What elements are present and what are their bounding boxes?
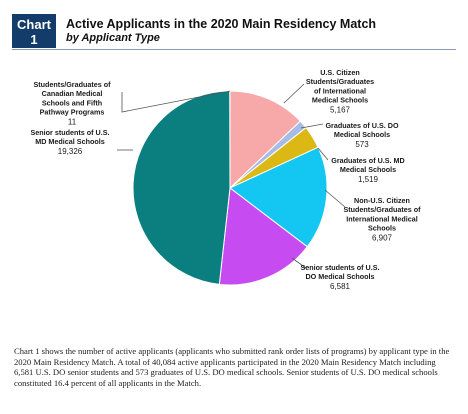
pie-slice bbox=[132, 90, 231, 285]
slice-label: Students/Graduates of Canadian Medical Sch… bbox=[33, 80, 111, 127]
chart-caption: Chart 1 shows the number of active appli… bbox=[14, 346, 450, 388]
slice-value: 5,167 bbox=[330, 106, 351, 115]
slice-value: 1,519 bbox=[358, 175, 379, 184]
slice-label: Senior students of U.S. DO Medical School… bbox=[300, 263, 379, 291]
slice-value: 573 bbox=[355, 140, 369, 149]
slice-label: Non-U.S. Citizen Students/Graduates of Int… bbox=[343, 196, 421, 243]
slice-value: 19,326 bbox=[58, 147, 83, 156]
badge-number: 1 bbox=[30, 32, 38, 47]
pie-slice bbox=[218, 187, 308, 286]
leader-line bbox=[317, 147, 329, 161]
chart-title: Active Applicants in the 2020 Main Resid… bbox=[66, 17, 377, 31]
title-block: Active Applicants in the 2020 Main Resid… bbox=[66, 17, 376, 44]
slice-label: Graduates of U.S. DO Medical Schools 573 bbox=[325, 121, 398, 149]
leader-line bbox=[283, 83, 305, 104]
title-divider bbox=[12, 49, 456, 50]
slice-label: Graduates of U.S. MD Medical Schools 1,519 bbox=[331, 156, 404, 184]
leader-line bbox=[291, 257, 307, 269]
pie-slice bbox=[229, 146, 328, 248]
badge-label: Chart bbox=[17, 17, 51, 32]
slice-value: 6,581 bbox=[330, 282, 351, 291]
chart-subtitle: by Applicant Type bbox=[66, 32, 160, 44]
slice-value: 11 bbox=[68, 118, 77, 127]
leader-line bbox=[324, 189, 346, 208]
leader-line bbox=[300, 123, 324, 129]
pie-slice bbox=[229, 90, 301, 190]
chart-number-badge: Chart 1 bbox=[12, 14, 56, 48]
slice-label: Senior students of U.S. MD Medical School… bbox=[30, 128, 109, 156]
leader-line bbox=[121, 90, 231, 113]
slice-label: U.S. Citizen Students/Graduates of Interna… bbox=[306, 68, 374, 115]
slice-value: 6,907 bbox=[372, 234, 393, 243]
